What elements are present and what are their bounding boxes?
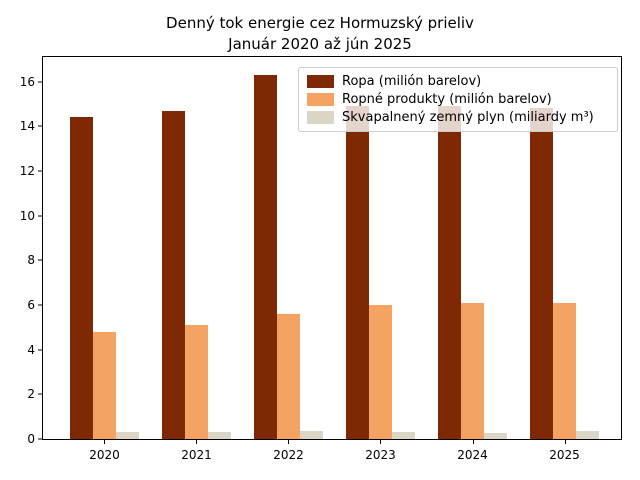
bar-2022-series1 [276,313,301,439]
x-tick-mark [288,440,290,444]
legend-item-2: Skvapalnený zemný plyn (miliardy m³) [307,110,609,125]
y-tick-mark [38,259,42,261]
x-tick-label-2025: 2025 [549,448,580,462]
y-tick-mark [38,81,42,83]
chart-title-line1: Denný tok energie cez Hormuzský prieliv [166,14,474,32]
y-tick-mark [38,304,42,306]
y-tick-label: 10 [19,208,35,223]
legend-swatch-icon [307,74,334,88]
bar-2024-series0 [437,106,461,439]
bar-2020-series1 [92,331,117,439]
bar-2022-series2 [300,431,324,439]
bar-2023-series0 [345,106,369,439]
y-tick-label: 2 [27,387,35,402]
bar-2025-series1 [552,302,577,439]
bar-2020-series0 [69,117,93,439]
x-tick-label-2023: 2023 [365,448,396,462]
bar-2020-series2 [116,432,140,439]
bar-2021-series2 [208,431,232,439]
chart-title-line2: Január 2020 až jún 2025 [228,35,412,53]
bar-2024-series2 [484,432,508,439]
legend: Ropa (milión barelov) Ropné produkty (mil… [298,67,618,132]
bar-2021-series1 [184,325,209,439]
legend-label: Ropa (milión barelov) [342,73,482,89]
y-tick-label: 0 [27,432,35,446]
bar-2022-series0 [253,74,277,439]
y-tick-mark [38,215,42,217]
chart-title: Denný tok energie cez Hormuzský prieliv … [0,13,640,55]
y-tick-mark [38,438,42,440]
x-tick-label-2022: 2022 [273,448,304,462]
legend-label: Skvapalnený zemný plyn (miliardy m³) [342,110,594,126]
y-tick-label: 4 [27,342,35,357]
x-tick-mark [564,440,566,444]
bar-2025-series2 [576,431,600,439]
bar-2021-series0 [161,110,185,439]
bar-2025-series0 [529,108,553,439]
bar-2024-series1 [460,302,485,439]
x-tick-mark [196,440,198,444]
legend-item-1: Ropné produkty (milión barelov) [307,92,609,107]
bar-2023-series2 [392,432,416,439]
legend-swatch-icon [307,111,334,125]
y-tick-label: 14 [19,119,35,134]
x-tick-mark [104,440,106,444]
y-tick-mark [38,125,42,127]
x-tick-label-2021: 2021 [181,448,212,462]
x-tick-mark [380,440,382,444]
x-tick-mark [472,440,474,444]
legend-label: Ropné produkty (milión barelov) [342,91,552,107]
y-tick-label: 8 [27,253,35,268]
y-tick-label: 16 [19,74,35,89]
y-tick-mark [38,170,42,172]
legend-item-0: Ropa (milión barelov) [307,74,609,89]
bar-2023-series1 [368,304,393,439]
legend-swatch-icon [307,92,334,106]
y-tick-mark [38,393,42,395]
y-tick-label: 6 [27,297,35,312]
y-tick-label: 12 [19,163,35,178]
x-tick-label-2020: 2020 [89,448,120,462]
y-tick-mark [38,349,42,351]
x-tick-label-2024: 2024 [457,448,488,462]
